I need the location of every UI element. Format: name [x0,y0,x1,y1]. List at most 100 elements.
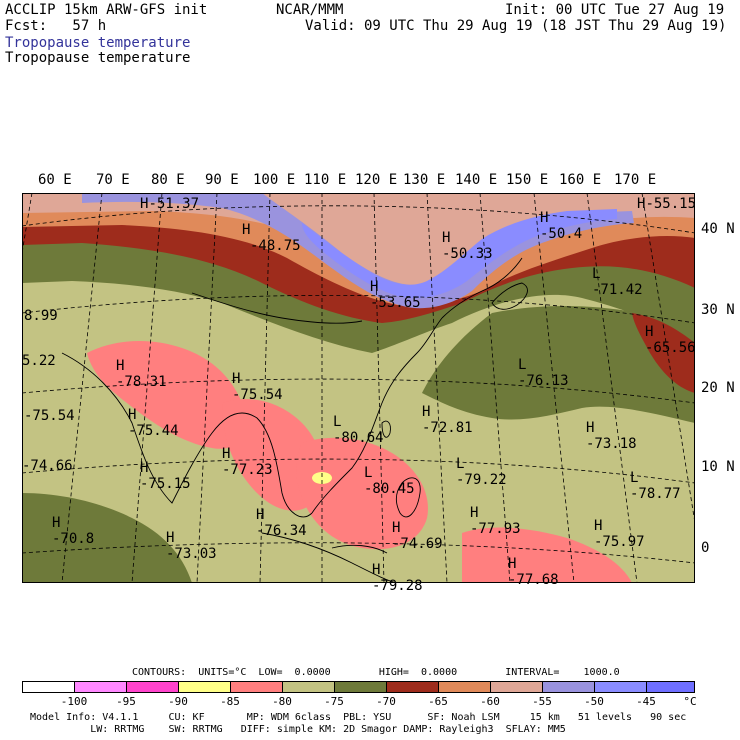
extremum-label: H-51.37 [140,196,199,212]
model-info-line-2: LW: RRTMG SW: RRTMG DIFF: simple KM: 2D … [30,724,566,735]
colorbar-label: -100 [60,695,88,708]
extremum-type: L [456,456,465,472]
extremum-label: 8.99 [24,308,58,324]
extremum-label: H -79.28 [372,562,423,594]
colorbar-label: -85 [220,695,240,708]
extremum-value: -55.15 [645,196,697,212]
lon-label: 60 E [38,172,72,188]
extremum-value: -76.13 [518,373,569,389]
colorbar-label: -90 [168,695,188,708]
extremum-label: H -75.44 [128,407,179,439]
extremum-type: H [222,446,231,462]
shade-salmon [22,193,695,292]
shade-olive-southwest [22,493,192,583]
extremum-value: -77.93 [470,521,521,537]
extremum-label: H -50.33 [442,230,493,262]
colorbar-label: -95 [116,695,136,708]
extremum-label: L -80.45 [364,465,415,497]
colorbar-swatch [594,681,647,693]
extremum-label: -75.54 [24,408,75,424]
lon-label: 130 E [403,172,446,188]
extremum-value: -77.68 [508,572,559,588]
lat-label: 30 N [701,302,735,318]
extremum-label: H -65.56 [645,324,696,356]
extremum-label: H -48.75 [242,222,301,254]
shade-lavender [82,193,634,309]
colorbar-unit: °C [683,695,697,708]
extremum-type: H [586,420,595,436]
colorbar-label: -70 [376,695,396,708]
extremum-label: H -74.69 [392,520,443,552]
colorbar-label: -55 [532,695,552,708]
extremum-label: H -50.4 [540,210,582,242]
valid-time: Valid: 09 UTC Thu 29 Aug 19 (18 JST Thu … [305,18,727,34]
extremum-type: H [166,530,175,546]
colorbar-label: -60 [480,695,500,708]
extremum-label: L -71.42 [592,266,643,298]
extremum-label: 5.22 [22,353,56,369]
extremum-type: L [364,465,373,481]
colorbar-swatch [490,681,543,693]
extremum-type: H [52,515,61,531]
extremum-value: -53.65 [370,295,421,311]
extremum-type: H [372,562,381,578]
lon-label: 70 E [96,172,130,188]
extremum-type: L [630,470,639,486]
extremum-type: H [140,460,149,476]
extremum-label: H -77.23 [222,446,273,478]
shade-pink-scs [296,437,428,550]
extremum-value: -74.66 [22,458,73,474]
extremum-value: -48.75 [250,238,301,254]
colorbar-label: -50 [584,695,604,708]
extremum-type: H [392,520,401,536]
shade-yellow-spot [312,472,332,484]
extremum-label: L -76.13 [518,357,569,389]
extremum-type: H [116,358,125,374]
extremum-type: H [422,404,431,420]
lon-label: 110 E [304,172,347,188]
lon-label: 80 E [151,172,185,188]
extremum-type: H [128,407,137,423]
extremum-type: L [592,266,601,282]
model-title: ACCLIP 15km ARW-GFS init [5,2,208,18]
extremum-type: H [232,371,241,387]
extremum-type: L [518,357,527,373]
lon-label: 100 E [253,172,296,188]
extremum-label: L -78.77 [630,470,681,502]
lat-label: 40 N [701,221,735,237]
extremum-value: -71.42 [592,282,643,298]
extremum-type: H [442,230,451,246]
lat-label: 0 [701,540,710,556]
lat-label: 10 N [701,459,735,475]
colorbar-swatch [74,681,127,693]
extremum-type: H [370,279,379,295]
init-time: Init: 00 UTC Tue 27 Aug 19 [505,2,725,18]
extremum-value: -76.34 [256,523,307,539]
colorbar-label: -65 [428,695,448,708]
extremum-value: 8.99 [24,308,58,324]
extremum-value: -72.81 [422,420,473,436]
extremum-value: 5.22 [22,353,56,369]
extremum-value: -79.22 [456,472,507,488]
extremum-value: -65.56 [645,340,696,356]
colorbar-swatch [22,681,75,693]
colorbar-swatch [334,681,387,693]
extremum-value: -50.33 [442,246,493,262]
contour-info: CONTOURS: UNITS=°C LOW= 0.0000 HIGH= 0.0… [132,667,620,678]
extremum-label: -74.66 [22,458,73,474]
extremum-value: -75.97 [594,534,645,550]
extremum-value: -75.15 [140,476,191,492]
colorbar-swatch [282,681,335,693]
extremum-type: H [140,196,149,212]
shade-pink-indochina [222,399,322,511]
extremum-type: H [242,222,251,238]
extremum-label: H -76.34 [256,507,307,539]
shade-pink-pacific [462,527,632,583]
extremum-value: -75.54 [24,408,75,424]
lon-label: 120 E [355,172,398,188]
extremum-value: -80.64 [333,430,384,446]
extremum-value: -73.18 [586,436,637,452]
field-title-black: Tropopause temperature [5,50,191,66]
tropopause-temperature-map [22,193,695,583]
extremum-type: L [333,414,342,430]
